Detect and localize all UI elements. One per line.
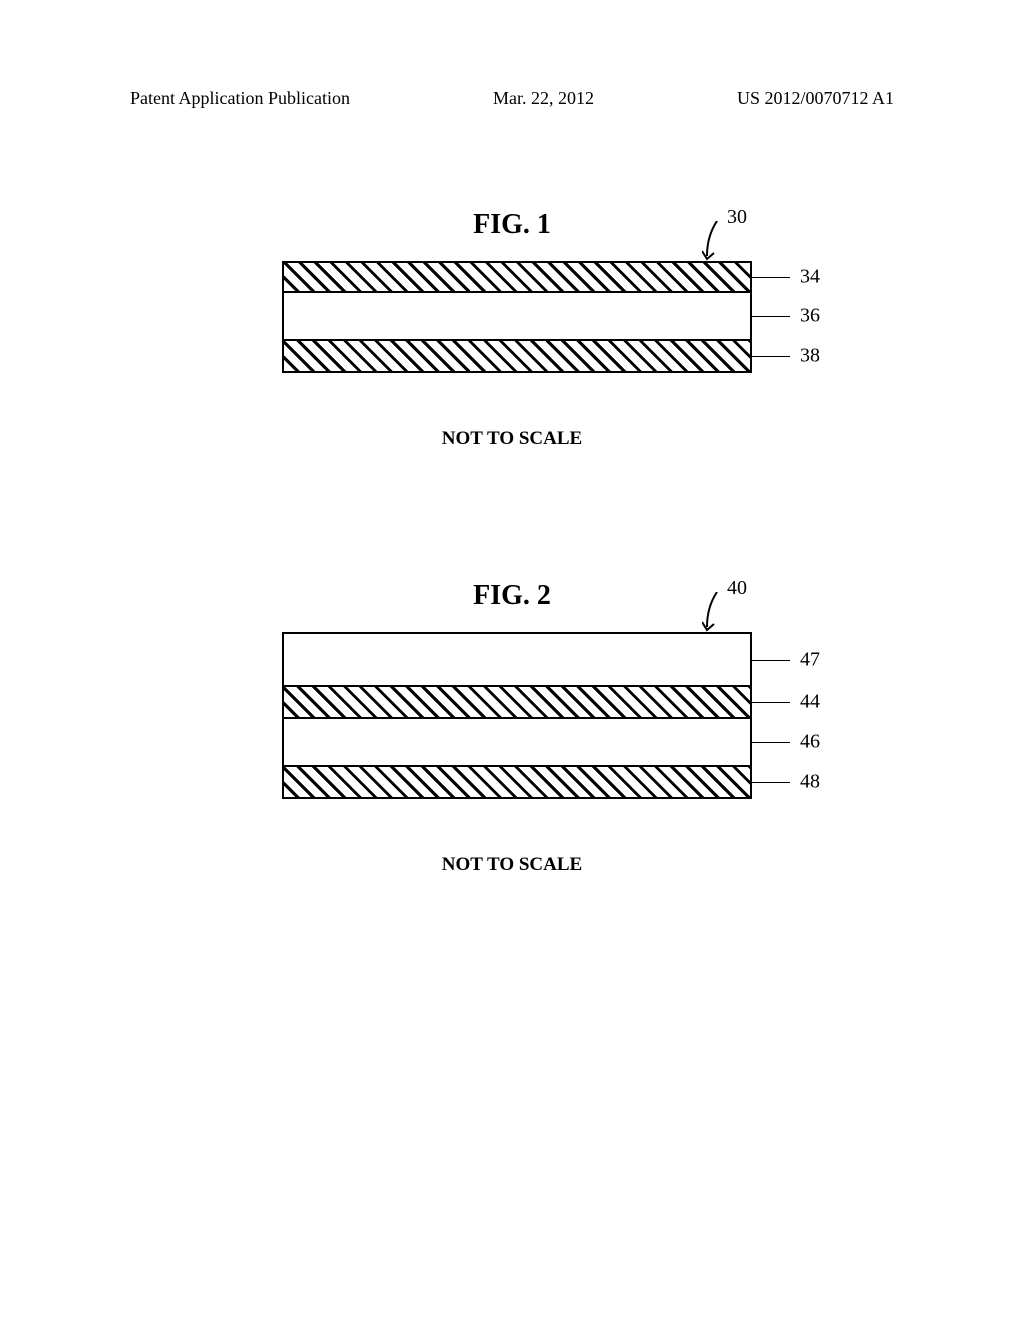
figure-1-section: FIG. 1 30 34 36 38 NOT TO SCALE xyxy=(0,209,1024,450)
layer-44: 44 xyxy=(282,687,752,719)
figure-1-diagram: 30 34 36 38 xyxy=(212,261,812,373)
layer-label: 47 xyxy=(800,648,820,671)
layer-36: 36 xyxy=(282,293,752,341)
figure-2-title: FIG. 2 xyxy=(0,580,1024,612)
figure-1-title: FIG. 1 xyxy=(0,209,1024,241)
callout-line xyxy=(750,316,790,317)
layer-46: 46 xyxy=(282,719,752,767)
header-date: Mar. 22, 2012 xyxy=(493,88,594,109)
figure-2-layer-stack: 47 44 46 48 xyxy=(282,632,812,799)
layer-47: 47 xyxy=(282,632,752,687)
figure-2-section: FIG. 2 40 47 44 46 48 xyxy=(0,580,1024,876)
callout-line xyxy=(750,702,790,703)
callout-line xyxy=(750,782,790,783)
callout-line xyxy=(750,660,790,661)
layer-48: 48 xyxy=(282,767,752,799)
header-publication-type: Patent Application Publication xyxy=(130,88,350,109)
figure-1-arrow-icon xyxy=(702,221,732,261)
figure-1-scale-note: NOT TO SCALE xyxy=(0,428,1024,450)
layer-34: 34 xyxy=(282,261,752,293)
layer-label: 44 xyxy=(800,691,820,714)
layer-label: 34 xyxy=(800,266,820,289)
layer-38: 38 xyxy=(282,341,752,373)
layer-label: 36 xyxy=(800,305,820,328)
layer-label: 38 xyxy=(800,345,820,368)
figure-1-layer-stack: 34 36 38 xyxy=(282,261,812,373)
figure-2-diagram: 40 47 44 46 48 xyxy=(212,632,812,799)
callout-line xyxy=(750,356,790,357)
layer-label: 48 xyxy=(800,771,820,794)
layer-label: 46 xyxy=(800,731,820,754)
figure-2-arrow-icon xyxy=(702,592,732,632)
figure-2-scale-note: NOT TO SCALE xyxy=(0,854,1024,876)
header-publication-number: US 2012/0070712 A1 xyxy=(737,88,894,109)
callout-line xyxy=(750,277,790,278)
page-header: Patent Application Publication Mar. 22, … xyxy=(0,0,1024,109)
callout-line xyxy=(750,742,790,743)
